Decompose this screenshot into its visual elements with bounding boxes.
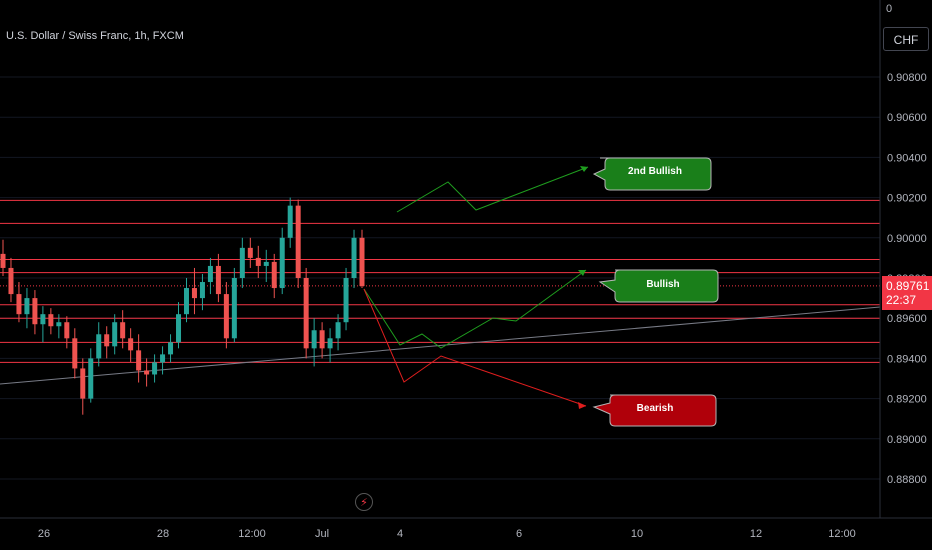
callout-box-bullish	[598, 269, 719, 303]
callout-bearish: Bearish	[636, 403, 674, 414]
time-tick-6: 10	[631, 528, 643, 540]
candle-body-27	[215, 265, 221, 295]
price-tick-1: 0.89000	[887, 434, 927, 446]
candle-body-11	[88, 358, 94, 399]
candles	[0, 197, 365, 415]
candle-body-17	[136, 350, 142, 371]
projection-paths[interactable]	[363, 166, 589, 409]
candle-body-41	[327, 338, 333, 349]
candle-body-7	[56, 322, 62, 327]
price-tick-2: 0.89200	[887, 394, 927, 406]
candle-body-28	[223, 294, 229, 339]
candle-body-43	[343, 278, 349, 323]
candle-body-3	[24, 298, 30, 315]
price-tick-9: 0.90600	[887, 112, 927, 124]
time-tick-7: 12	[750, 528, 762, 540]
bearish-path	[363, 288, 587, 407]
candle-body-24	[191, 288, 197, 299]
candle-body-38	[303, 278, 309, 349]
second-bullish-path	[396, 166, 589, 213]
time-tick-2: 12:00	[238, 528, 266, 540]
candle-body-19	[152, 362, 158, 375]
candle-body-0	[0, 253, 6, 268]
time-tick-1: 28	[157, 528, 169, 540]
candle-body-23	[183, 288, 189, 315]
time-tick-3: Jul	[315, 528, 329, 540]
price-tick-8: 0.90400	[887, 152, 927, 164]
candle-body-42	[335, 322, 341, 339]
candle-body-32	[255, 257, 261, 266]
last-price-value: 0.89761	[886, 279, 930, 293]
time-axis[interactable]: 26 28 12:00 Jul 4 6 10 12 12:00	[38, 528, 856, 540]
candle-body-15	[120, 322, 126, 339]
bearish-arrowhead	[578, 402, 586, 409]
candle-body-16	[128, 338, 134, 351]
candle-body-10	[80, 368, 86, 399]
second-bullish-arrowhead	[580, 166, 588, 172]
candle-body-9	[72, 338, 78, 369]
annotation-callouts[interactable]	[592, 157, 719, 427]
candle-body-8	[64, 322, 70, 339]
callout-bullish: Bullish	[646, 279, 680, 290]
bar-countdown: 22:37	[886, 293, 917, 307]
time-tick-0: 26	[38, 528, 50, 540]
bullish-path	[363, 269, 587, 349]
price-tick-7: 0.90200	[887, 193, 927, 205]
price-tick-6: 0.90000	[887, 233, 927, 245]
last-price-badge: 0.89761 22:37	[882, 276, 932, 310]
price-axis-top-label: 0	[886, 3, 893, 15]
candle-body-22	[176, 314, 182, 343]
currency-button[interactable]: CHF	[883, 27, 929, 51]
candle-body-30	[239, 247, 245, 278]
candle-body-37	[295, 205, 301, 278]
candle-body-26	[207, 265, 213, 283]
candle-body-34	[271, 261, 277, 289]
candle-body-12	[96, 334, 102, 359]
candle-body-36	[287, 205, 293, 238]
time-tick-8: 12:00	[828, 528, 856, 540]
price-tick-0: 0.88800	[887, 474, 927, 486]
candle-body-6	[48, 314, 54, 327]
price-tick-4: 0.89600	[887, 313, 927, 325]
callout-second-bullish: 2nd Bullish	[628, 166, 682, 177]
price-tick-3: 0.89400	[887, 353, 927, 365]
price-tick-10: 0.90800	[887, 72, 927, 84]
candle-body-5	[40, 314, 46, 325]
candle-body-4	[32, 298, 38, 325]
candle-body-45	[359, 237, 365, 287]
candle-body-25	[199, 282, 205, 299]
bullish-arrowhead	[578, 270, 586, 276]
candle-body-31	[247, 247, 253, 258]
candle-body-39	[311, 330, 317, 349]
callout-box-bearish	[592, 394, 717, 427]
candle-body-44	[351, 237, 357, 278]
candle-body-21	[168, 342, 174, 355]
candle-body-1	[8, 267, 14, 295]
candle-body-2	[16, 294, 22, 315]
lightning-icon[interactable]: ⚡	[355, 493, 373, 511]
candle-body-20	[160, 354, 166, 363]
candle-body-33	[263, 261, 269, 266]
candle-body-35	[279, 237, 285, 289]
candle-body-40	[319, 330, 325, 349]
candle-body-13	[104, 334, 110, 347]
callout-box-second-bullish	[592, 157, 712, 191]
time-tick-5: 6	[516, 528, 522, 540]
candle-body-18	[144, 370, 150, 375]
symbol-title[interactable]: U.S. Dollar / Swiss Franc, 1h, FXCM	[6, 30, 184, 42]
candle-body-14	[112, 322, 118, 347]
time-tick-4: 4	[397, 528, 403, 540]
candle-body-29	[231, 278, 237, 339]
